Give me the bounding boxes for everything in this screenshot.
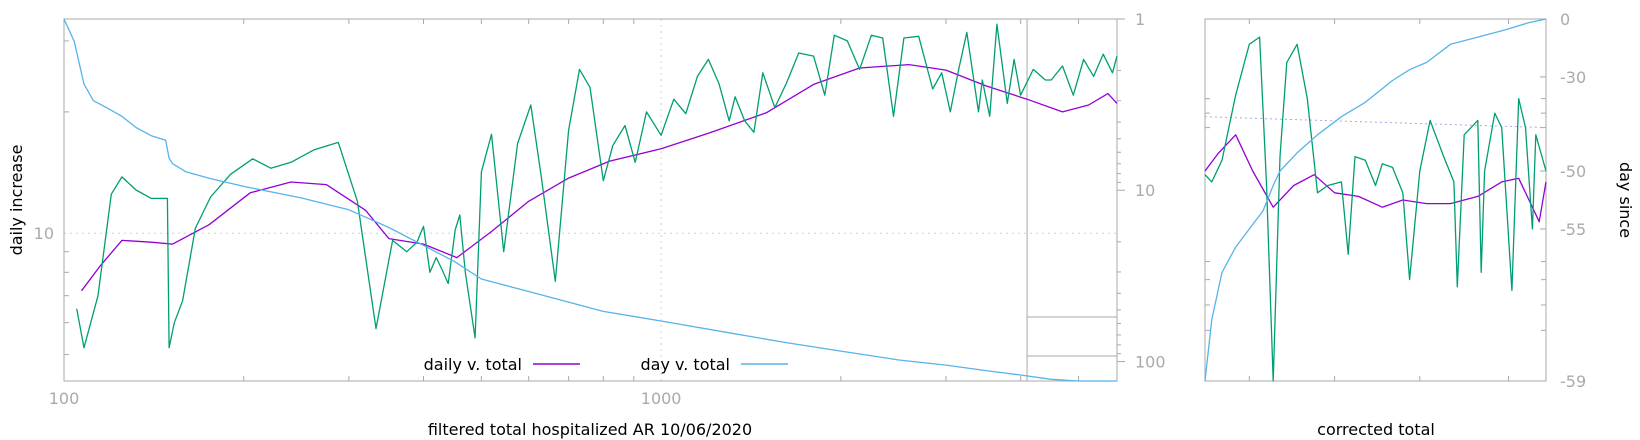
series-line-2 (76, 23, 1118, 349)
legend-label: daily v. total (424, 355, 522, 374)
main-tick-labels: 100 1000 10 1 10 100 (34, 10, 1166, 408)
inset-grid (1204, 116, 1547, 129)
inset-tick-marks (1205, 18, 1546, 382)
main-grid (63, 19, 1117, 381)
inset-chart-panel: 0 -30 -50 -55 -59 corrected total day since (1204, 10, 1635, 439)
inset-y-tick-label: -55 (1560, 220, 1586, 239)
inset-series-line-2 (1204, 36, 1547, 382)
legend: daily v. total day v. total (424, 355, 788, 374)
main-series-group (63, 18, 1118, 382)
main-plot-frame (63, 18, 1118, 382)
main-tick-marks (64, 18, 1125, 381)
y-right-tick-label: 100 (1135, 352, 1166, 371)
inset-series-line-3 (1204, 18, 1547, 382)
inset-y-tick-label: -30 (1560, 68, 1586, 87)
series-line-3 (63, 18, 1117, 382)
y-right-tick-label: 1 (1135, 10, 1145, 29)
y-right-tick-label: 10 (1135, 181, 1155, 200)
inset-tick-labels: 0 -30 -50 -55 -59 (1560, 10, 1586, 391)
y-axis-label-left: daily increase (7, 145, 26, 256)
x-tick-label: 100 (49, 389, 80, 408)
inset-series-group (1204, 18, 1547, 382)
inset-reference-line (1204, 116, 1547, 129)
legend-label: day v. total (641, 355, 731, 374)
inset-x-axis-label: corrected total (1317, 420, 1435, 439)
inset-y-axis-label-right: day since (1616, 162, 1635, 238)
inset-plot-frame (1204, 18, 1547, 382)
inset-y-tick-label: -59 (1560, 372, 1586, 391)
x-tick-label: 1000 (641, 389, 682, 408)
x-axis-label: filtered total hospitalized AR 10/06/202… (428, 420, 752, 439)
inset-series-line-1 (1204, 134, 1547, 223)
main-chart-panel: 100 1000 10 1 10 100 filtered total hospitali… (7, 10, 1166, 439)
inset-y-tick-label: -50 (1560, 162, 1586, 181)
inset-y-tick-label: 0 (1560, 10, 1570, 29)
series-line-1 (80, 63, 1118, 292)
y-left-tick-label: 10 (34, 224, 54, 243)
